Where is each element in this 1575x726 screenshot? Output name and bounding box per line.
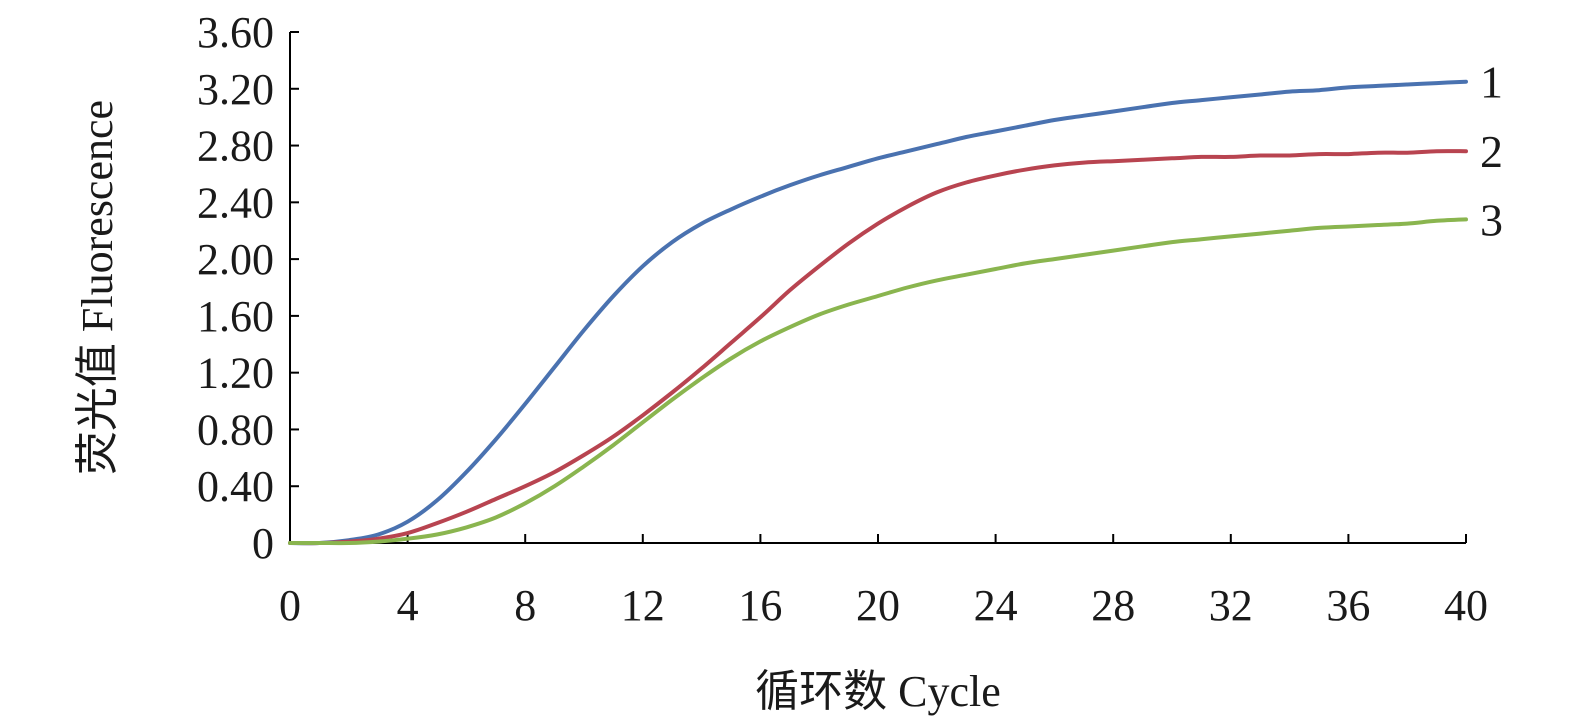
series-label-3: 3 xyxy=(1480,194,1503,245)
x-tick-label: 0 xyxy=(279,581,301,630)
series-line-3 xyxy=(288,217,1468,546)
series-label-1: 1 xyxy=(1480,57,1503,108)
x-tick-label: 40 xyxy=(1444,581,1488,630)
x-tick-label: 4 xyxy=(397,581,419,630)
series-layer xyxy=(288,79,1468,546)
x-tick-label: 12 xyxy=(621,581,665,630)
y-axis-ticks: 0 0.40 0.80 1.20 1.60 2.00 2.40 2.80 3.20 3.60 xyxy=(197,8,299,568)
series-end-labels: 1 2 3 xyxy=(1480,57,1503,246)
series-line-1 xyxy=(288,79,1468,546)
series-label-2: 2 xyxy=(1480,126,1503,177)
y-tick-label: 0.40 xyxy=(197,462,274,511)
y-tick-label: 2.00 xyxy=(197,235,274,284)
y-tick-label: 0.80 xyxy=(197,405,274,454)
x-tick-label: 36 xyxy=(1326,581,1370,630)
x-tick-label: 16 xyxy=(738,581,782,630)
y-axis-title: 荧光值 Fluorescence xyxy=(73,100,122,475)
x-axis-ticks: 0 4 8 12 16 20 24 28 32 36 40 xyxy=(279,534,1488,630)
x-axis-title: 循环数 Cycle xyxy=(755,667,1001,716)
x-tick-label: 28 xyxy=(1091,581,1135,630)
y-tick-label: 1.60 xyxy=(197,292,274,341)
x-tick-label: 20 xyxy=(856,581,900,630)
x-tick-label: 32 xyxy=(1209,581,1253,630)
y-tick-label: 3.60 xyxy=(197,8,274,57)
y-tick-label: 0 xyxy=(252,519,274,568)
y-tick-label: 2.40 xyxy=(197,178,274,227)
y-tick-label: 2.80 xyxy=(197,122,274,171)
x-tick-label: 8 xyxy=(514,581,536,630)
y-tick-label: 3.20 xyxy=(197,65,274,114)
series-line-2 xyxy=(288,149,1468,546)
x-tick-label: 24 xyxy=(974,581,1018,630)
y-tick-label: 1.20 xyxy=(197,349,274,398)
